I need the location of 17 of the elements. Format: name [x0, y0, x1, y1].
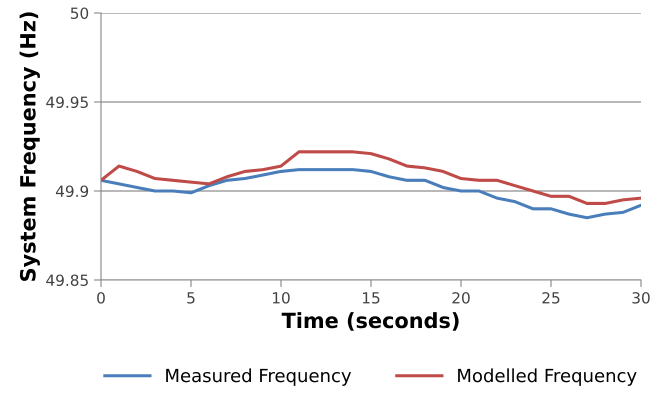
x-tick-label: 25	[542, 292, 560, 304]
y-tick-label: 50	[70, 7, 88, 20]
y-tick-label: 49.95	[46, 96, 88, 108]
y-tick-label: 49.85	[46, 274, 88, 286]
x-tick-label: 5	[187, 292, 195, 304]
legend-label: Modelled Frequency	[458, 368, 637, 386]
y-tick-label: 49.9	[56, 185, 88, 198]
line-series	[101, 150, 641, 205]
line-series	[101, 168, 641, 220]
legend-label: Measured Frequency	[166, 368, 352, 386]
y-axis-title: System Frequency (Hz)	[20, 12, 40, 281]
x-tick-label: 30	[632, 292, 650, 304]
x-tick-label: 15	[362, 292, 380, 304]
x-axis-title: Time (seconds)	[282, 312, 459, 331]
x-tick-label: 20	[452, 292, 470, 304]
x-tick-label: 0	[97, 292, 105, 304]
x-tick-label: 10	[272, 292, 290, 304]
